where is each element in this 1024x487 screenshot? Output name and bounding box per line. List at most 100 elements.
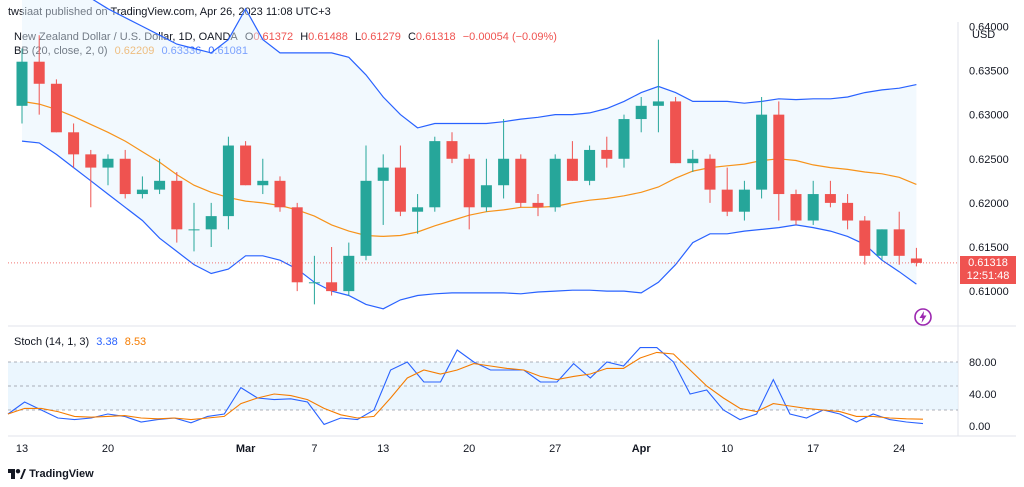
candle bbox=[171, 172, 183, 243]
candle-body bbox=[859, 220, 871, 256]
candle-body bbox=[773, 114, 785, 195]
candle-body bbox=[205, 216, 217, 230]
candle-body bbox=[807, 194, 819, 221]
price-tick-label: 0.64000 bbox=[969, 21, 1009, 33]
candle-body bbox=[446, 141, 458, 159]
candle bbox=[343, 242, 355, 296]
candle bbox=[738, 180, 750, 221]
bb-lower-line bbox=[21, 140, 917, 310]
bar-countdown: 12:51:48 bbox=[966, 270, 1010, 282]
candle-body bbox=[584, 149, 596, 181]
candle-body bbox=[549, 158, 561, 208]
candle bbox=[102, 154, 114, 186]
currency-label: USD bbox=[972, 29, 996, 41]
tradingview-mark-icon bbox=[8, 469, 26, 480]
candle bbox=[154, 158, 166, 195]
ohlc-low: L0.61279 bbox=[354, 31, 401, 43]
candle bbox=[687, 149, 699, 172]
candle-body bbox=[429, 141, 441, 208]
candle-body bbox=[498, 158, 510, 186]
stochastic-pane: 80.00 40.00 0.00 bbox=[7, 347, 997, 433]
price-tick-label: 0.62000 bbox=[969, 198, 1009, 210]
tradingview-logo[interactable]: TradingView bbox=[8, 468, 94, 480]
candle bbox=[205, 202, 217, 247]
candle-body bbox=[566, 158, 578, 181]
candle-body bbox=[136, 189, 148, 195]
candle bbox=[291, 202, 303, 292]
candle bbox=[360, 145, 372, 261]
candle-body bbox=[68, 132, 80, 155]
candle bbox=[308, 255, 320, 305]
candle bbox=[257, 158, 269, 195]
candle bbox=[377, 154, 389, 225]
candle bbox=[670, 97, 682, 164]
candle-body bbox=[257, 180, 269, 186]
stoch-label: Stoch (14, 1, 3) bbox=[14, 336, 90, 348]
candle bbox=[618, 114, 630, 168]
candle bbox=[412, 194, 424, 234]
time-tick-label: 7 bbox=[311, 443, 317, 455]
candle bbox=[326, 247, 338, 296]
stoch-d-value: 8.53 bbox=[124, 336, 147, 348]
candle bbox=[910, 247, 922, 267]
candle bbox=[859, 216, 871, 265]
candle bbox=[240, 141, 252, 186]
time-tick-label: 20 bbox=[463, 443, 475, 455]
stoch-d-line bbox=[7, 351, 924, 421]
time-tick-label: 20 bbox=[102, 443, 114, 455]
price-tick-label: 0.62500 bbox=[969, 154, 1009, 166]
bb-legend[interactable]: BB (20, close, 2, 0) 0.62209 0.63336 0.6… bbox=[14, 45, 252, 57]
bb-upper-line bbox=[92, 0, 917, 129]
stoch-legend[interactable]: Stoch (14, 1, 3) 3.38 8.53 bbox=[14, 336, 150, 348]
candle-body bbox=[601, 149, 613, 159]
candle-body bbox=[704, 158, 716, 190]
candle-body bbox=[274, 180, 286, 208]
candle bbox=[773, 101, 785, 221]
candle bbox=[824, 180, 836, 208]
ohlc-high: H0.61488 bbox=[300, 31, 348, 43]
candle-body bbox=[876, 229, 888, 256]
bb-mid-value: 0.62209 bbox=[114, 45, 155, 57]
candle bbox=[601, 136, 613, 168]
candle-body bbox=[652, 101, 664, 106]
candle bbox=[222, 136, 234, 230]
candle bbox=[515, 154, 527, 208]
stoch-k-line bbox=[7, 347, 924, 426]
candle-body bbox=[756, 114, 768, 190]
candle bbox=[790, 189, 802, 225]
price-tick-label: 0.61000 bbox=[969, 286, 1009, 298]
candle bbox=[498, 119, 510, 199]
candle bbox=[394, 145, 406, 217]
time-tick-label: Mar bbox=[236, 443, 256, 455]
candle bbox=[635, 97, 647, 133]
time-tick-label: Apr bbox=[632, 443, 652, 455]
candle-body bbox=[343, 255, 355, 292]
candle-body bbox=[85, 154, 97, 168]
candle-body bbox=[394, 167, 406, 212]
candle bbox=[532, 194, 544, 217]
candle bbox=[480, 158, 492, 212]
candle-body bbox=[635, 105, 647, 120]
candle bbox=[842, 194, 854, 230]
candle bbox=[429, 136, 441, 212]
candle-body bbox=[326, 282, 338, 292]
candle bbox=[652, 39, 664, 133]
candle bbox=[33, 35, 45, 115]
candles bbox=[16, 35, 922, 305]
lightning-icon[interactable] bbox=[913, 307, 933, 327]
candle bbox=[721, 167, 733, 217]
candle bbox=[16, 48, 28, 124]
candle-body bbox=[360, 180, 372, 256]
price-tick-label: 0.63500 bbox=[969, 66, 1009, 78]
stoch-k-value: 3.38 bbox=[96, 336, 118, 348]
time-tick-label: 13 bbox=[377, 443, 389, 455]
stoch-tick-label: 0.00 bbox=[969, 421, 990, 433]
candle bbox=[85, 149, 97, 208]
candle-body bbox=[308, 282, 320, 284]
candle-body bbox=[16, 61, 28, 106]
symbol-legend[interactable]: New Zealand Dollar / U.S. Dollar, 1D, OA… bbox=[14, 31, 561, 43]
candle-body bbox=[119, 158, 131, 195]
time-tick-label: 27 bbox=[549, 443, 561, 455]
candle-body bbox=[240, 145, 252, 186]
